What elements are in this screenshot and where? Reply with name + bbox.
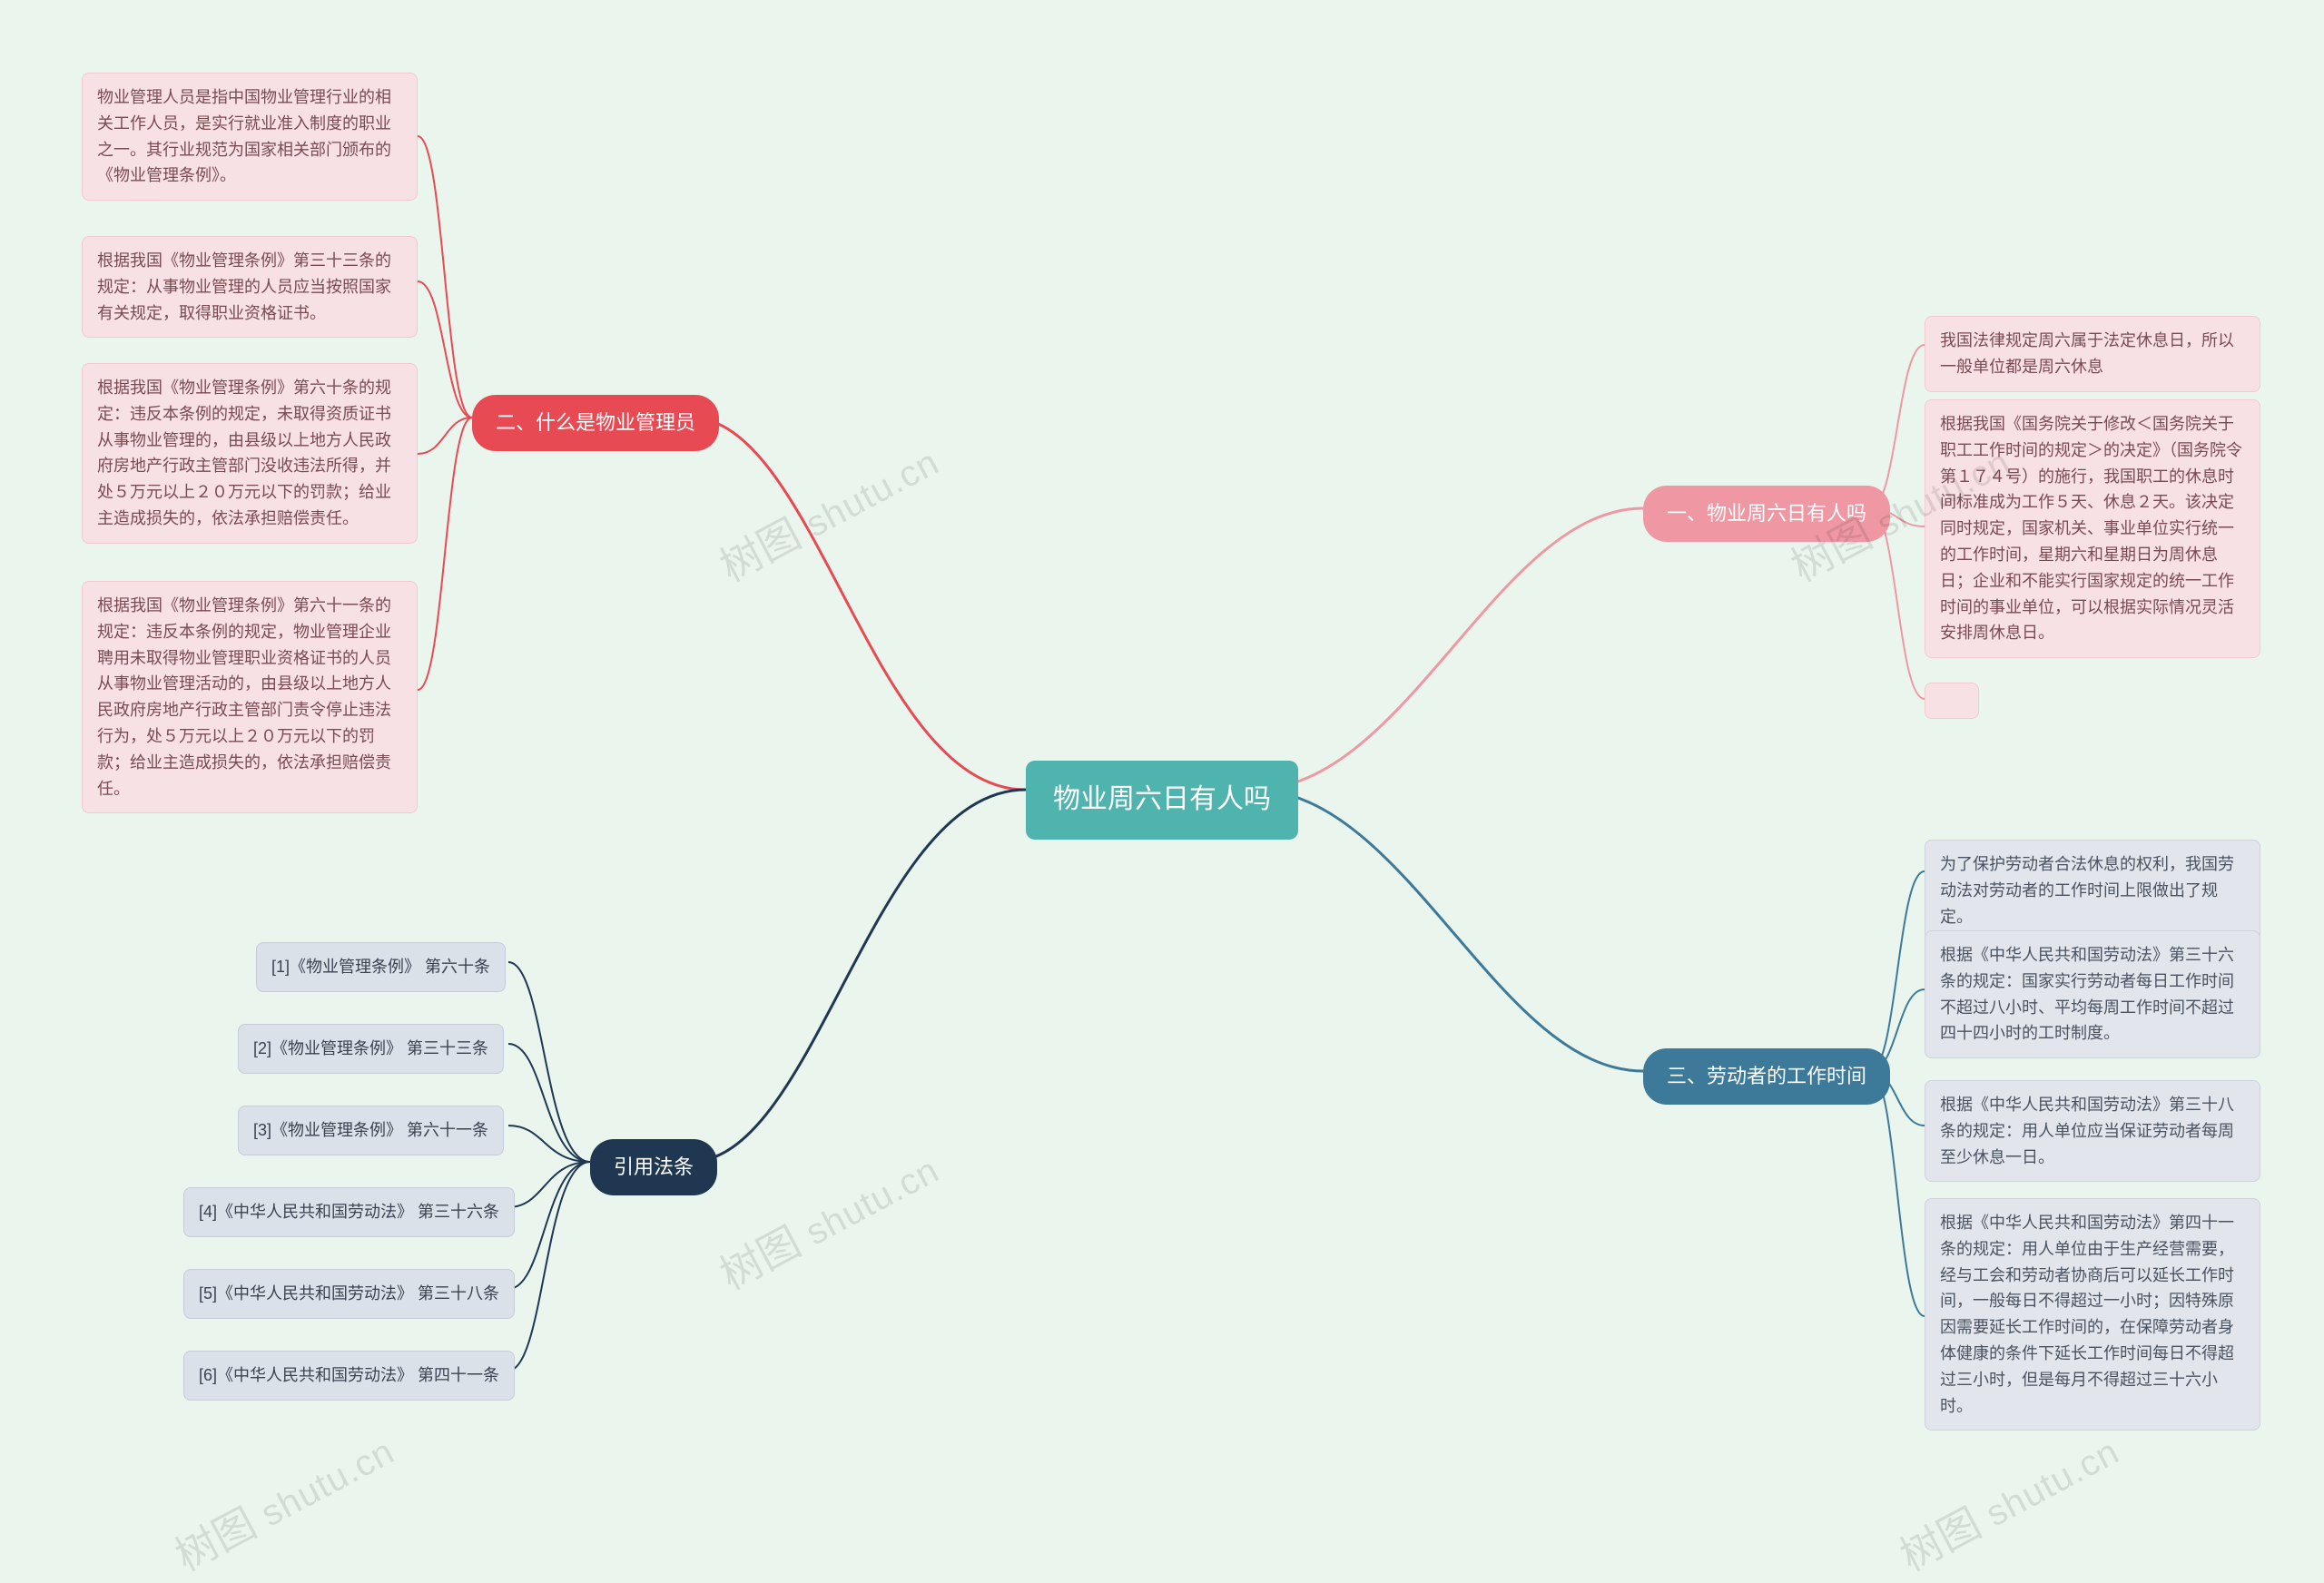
leaf-b4-2[interactable]: [2]《物业管理条例》 第三十三条 bbox=[238, 1024, 504, 1074]
leaf-b2-3[interactable]: 根据我国《物业管理条例》第六十条的规定：违反本条例的规定，未取得资质证书从事物业… bbox=[82, 363, 418, 544]
watermark: 树图 shutu.cn bbox=[163, 1418, 403, 1583]
branch-3[interactable]: 三、劳动者的工作时间 bbox=[1643, 1048, 1890, 1105]
leaf-b1-3[interactable] bbox=[1925, 683, 1979, 719]
leaf-b3-2[interactable]: 根据《中华人民共和国劳动法》第三十六条的规定：国家实行劳动者每日工作时间不超过八… bbox=[1925, 930, 2260, 1058]
branch-4[interactable]: 引用法条 bbox=[590, 1139, 717, 1195]
root-node[interactable]: 物业周六日有人吗 bbox=[1026, 761, 1298, 840]
leaf-b4-6[interactable]: [6]《中华人民共和国劳动法》 第四十一条 bbox=[183, 1351, 515, 1401]
leaf-b3-4[interactable]: 根据《中华人民共和国劳动法》第四十一条的规定：用人单位由于生产经营需要，经与工会… bbox=[1925, 1198, 2260, 1431]
leaf-b4-3[interactable]: [3]《物业管理条例》 第六十一条 bbox=[238, 1106, 504, 1155]
leaf-b2-4[interactable]: 根据我国《物业管理条例》第六十一条的规定：违反本条例的规定，物业管理企业聘用未取… bbox=[82, 581, 418, 813]
leaf-b2-2[interactable]: 根据我国《物业管理条例》第三十三条的规定：从事物业管理的人员应当按照国家有关规定… bbox=[82, 236, 418, 338]
branch-1[interactable]: 一、物业周六日有人吗 bbox=[1643, 486, 1890, 542]
leaf-b3-3[interactable]: 根据《中华人民共和国劳动法》第三十八条的规定：用人单位应当保证劳动者每周至少休息… bbox=[1925, 1080, 2260, 1182]
watermark: 树图 shutu.cn bbox=[708, 428, 948, 594]
leaf-b4-5[interactable]: [5]《中华人民共和国劳动法》 第三十八条 bbox=[183, 1269, 515, 1319]
leaf-b2-1[interactable]: 物业管理人员是指中国物业管理行业的相关工作人员，是实行就业准入制度的职业之一。其… bbox=[82, 73, 418, 201]
leaf-b4-4[interactable]: [4]《中华人民共和国劳动法》 第三十六条 bbox=[183, 1187, 515, 1237]
leaf-b1-2[interactable]: 根据我国《国务院关于修改＜国务院关于职工工作时间的规定＞的决定》（国务院令第１７… bbox=[1925, 399, 2260, 658]
watermark: 树图 shutu.cn bbox=[1888, 1418, 2128, 1583]
watermark: 树图 shutu.cn bbox=[708, 1136, 948, 1302]
leaf-b4-1[interactable]: [1]《物业管理条例》 第六十条 bbox=[256, 942, 506, 992]
branch-2[interactable]: 二、什么是物业管理员 bbox=[472, 395, 719, 451]
leaf-b1-1[interactable]: 我国法律规定周六属于法定休息日，所以一般单位都是周六休息 bbox=[1925, 316, 2260, 392]
leaf-b3-1[interactable]: 为了保护劳动者合法休息的权利，我国劳动法对劳动者的工作时间上限做出了规定。 bbox=[1925, 840, 2260, 941]
